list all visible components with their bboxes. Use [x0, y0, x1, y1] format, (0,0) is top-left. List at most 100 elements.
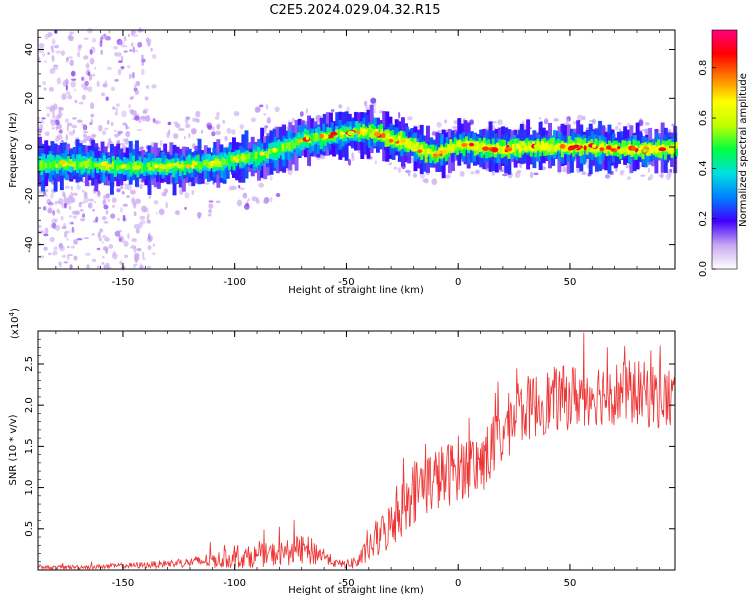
spectrogram-cell	[239, 124, 244, 130]
spectrogram-cell	[63, 197, 69, 203]
spectrogram-cell	[102, 198, 107, 206]
spectrogram-cell	[134, 161, 138, 170]
spectrogram-cell	[38, 255, 45, 259]
spectrogram-cell	[482, 143, 486, 150]
snr-scale-exponent: 4	[8, 311, 16, 316]
spectrogram-cell	[407, 169, 411, 177]
spectrogram-cell	[53, 64, 59, 68]
spectrogram-cell	[45, 194, 48, 197]
spectrogram-cell	[119, 39, 122, 45]
spectrogram-peak	[592, 144, 597, 149]
spectrogram-cell	[189, 161, 194, 168]
spectrogram-peak	[435, 150, 442, 155]
spectrogram-cell	[136, 81, 140, 85]
spectrogram-cell	[151, 162, 156, 172]
spectrogram-cell	[312, 133, 316, 142]
spectrogram-cell	[133, 223, 140, 230]
spectrogram-cell	[467, 140, 471, 151]
spectrogram-cell	[42, 160, 46, 171]
spectrogram-cell	[92, 209, 95, 212]
spectrogram-cell	[71, 228, 75, 234]
spectrogram-cell	[275, 192, 281, 198]
spectrogram-cell	[65, 84, 68, 91]
spectrogram-cell	[554, 145, 558, 152]
spectrogram-cell	[216, 111, 220, 117]
spectrogram-cell	[516, 143, 520, 150]
spectrogram-cell	[104, 127, 109, 130]
spectrogram-cell	[116, 164, 120, 171]
y-tick-label: -20	[24, 188, 35, 204]
spectrogram-cell	[397, 167, 402, 173]
spectrogram-cell	[659, 145, 663, 159]
spectrogram-cell	[108, 244, 114, 249]
spectrogram-cell	[58, 161, 62, 169]
spectrogram-cell	[47, 51, 50, 55]
spectrogram-cell	[670, 145, 674, 154]
spectrogram-cell	[406, 138, 410, 147]
spectrogram-cell	[82, 131, 89, 134]
spectrogram-cell	[175, 210, 181, 216]
spectrogram-cell	[581, 171, 587, 175]
spectrogram-cell	[70, 245, 75, 249]
spectrogram-cell	[538, 117, 542, 120]
spectrogram-cell	[207, 213, 212, 217]
spectrogram-cell	[111, 252, 118, 260]
spectrogram-cell	[55, 126, 58, 131]
spectrogram-cell	[87, 86, 93, 93]
spectrogram-cell	[101, 34, 107, 40]
spectrogram-cell	[458, 140, 462, 148]
spectrogram-cell	[73, 88, 77, 92]
spectrogram-cell	[42, 206, 47, 211]
spectrogram-cell	[272, 151, 276, 157]
spectrogram-cell	[101, 241, 105, 244]
x-tick-label: 0	[455, 578, 461, 589]
spectrogram-cell	[138, 146, 144, 151]
spectrogram-cell	[68, 215, 73, 218]
spectrogram-cell	[131, 71, 135, 79]
spectrogram-cell	[648, 143, 652, 153]
spectrogram-cell	[185, 160, 189, 167]
spectrogram-cell	[215, 130, 222, 136]
spectrogram-cell	[131, 42, 134, 47]
spectrogram-cell	[85, 62, 90, 69]
spectrogram-cell	[78, 201, 82, 208]
spectrogram-cell	[204, 182, 210, 185]
spectrogram-cell	[247, 198, 250, 202]
spectrogram-cell	[133, 211, 137, 217]
spectrogram-cell	[226, 127, 232, 134]
spectrogram-cell	[166, 131, 170, 139]
spectrogram-cell	[299, 111, 304, 117]
spectrogram-cell	[281, 143, 285, 152]
spectrogram-cell	[46, 160, 50, 169]
spectrogram-cell	[72, 129, 76, 134]
spectrogram-cell	[118, 238, 123, 242]
spectrogram-cell	[422, 179, 426, 182]
spectrogram-cell	[88, 198, 94, 202]
spectrogram-cell	[82, 189, 85, 193]
spectrogram-cell	[305, 108, 308, 114]
spectrogram-cell	[158, 120, 161, 124]
spectrogram-peak	[215, 160, 219, 164]
spectrogram-cell	[149, 235, 153, 242]
spectrogram-cell	[127, 33, 131, 38]
spectrogram-cell	[51, 38, 56, 45]
spectrogram-cell	[599, 143, 603, 150]
spectrogram-cell	[165, 201, 169, 209]
spectrogram-peak	[388, 138, 394, 143]
spectrogram-cell	[145, 162, 149, 172]
spectrogram-peak	[134, 165, 142, 170]
spectrogram-cell	[110, 86, 116, 92]
spectrogram-peak	[69, 163, 76, 167]
spectrogram-cell	[60, 50, 65, 56]
spectrogram-cell	[431, 178, 438, 186]
y-tick-label: 40	[24, 43, 35, 56]
spectrogram-cell	[500, 146, 504, 155]
spectrogram-cell	[514, 144, 518, 151]
spectrogram-cell	[265, 197, 270, 203]
snr-scale-label: (x104)	[8, 308, 21, 339]
spectrogram-cell	[144, 115, 151, 122]
spectrogram-cell	[359, 127, 363, 135]
spectrogram-cell	[184, 117, 189, 124]
spectrogram-cell	[379, 129, 384, 138]
spectrogram-cell	[96, 247, 101, 251]
